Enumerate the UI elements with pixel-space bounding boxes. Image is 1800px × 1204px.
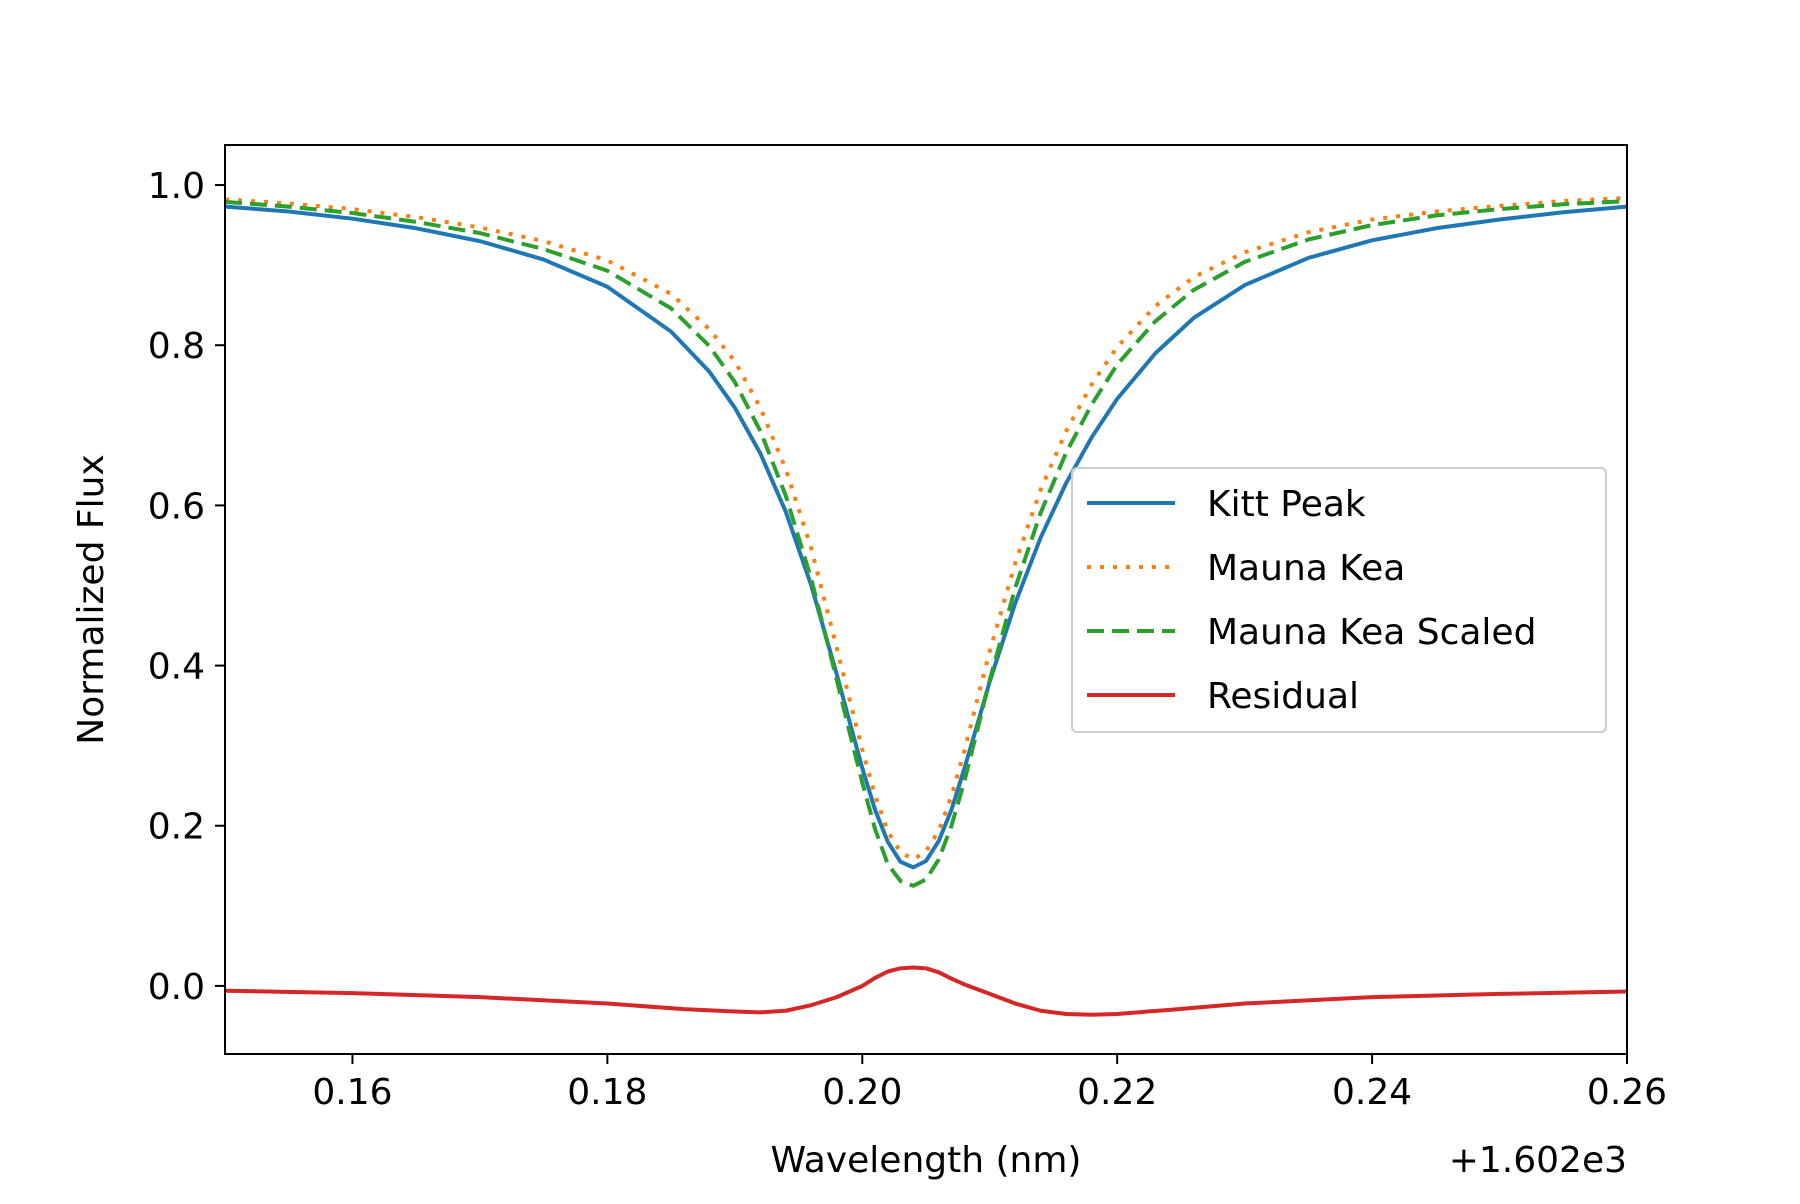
x-axis-label: Wavelength (nm) — [771, 1140, 1082, 1181]
series-layer — [225, 195, 1627, 1017]
legend-label-residual: Residual — [1207, 676, 1359, 717]
axes-frame — [224, 144, 1628, 1055]
y-tick-label: 0.0 — [148, 967, 205, 1008]
x-tick-label: 0.18 — [567, 1072, 647, 1113]
x-axis-offset-label: +1.602e3 — [1449, 1140, 1627, 1181]
x-axis: 0.16 0.18 0.20 0.22 0.24 0.26 — [312, 1054, 1667, 1113]
x-tick-label: 0.20 — [822, 1072, 902, 1113]
legend: Kitt Peak Mauna Kea Mauna Kea Scaled Residu… — [1071, 467, 1607, 733]
series-line-residual — [225, 965, 1627, 1017]
x-tick-label: 0.26 — [1587, 1072, 1667, 1113]
x-tick-label: 0.24 — [1332, 1072, 1412, 1113]
series-line-mauna-kea-scaled — [225, 199, 1627, 888]
y-axis: 0.0 0.2 0.4 0.6 0.8 1.0 — [148, 166, 225, 1008]
legend-label-mauna-kea-scaled: Mauna Kea Scaled — [1207, 612, 1536, 653]
x-tick-label: 0.22 — [1077, 1072, 1157, 1113]
y-tick-label: 0.4 — [148, 647, 205, 688]
series-line-kitt-peak — [225, 204, 1627, 870]
legend-label-kitt-peak: Kitt Peak — [1207, 484, 1366, 525]
x-tick-label: 0.16 — [312, 1072, 392, 1113]
y-axis-label: Normalized Flux — [71, 454, 112, 744]
y-tick-label: 0.6 — [148, 486, 205, 527]
y-tick-label: 1.0 — [148, 166, 205, 207]
series-line-mauna-kea — [225, 195, 1627, 862]
legend-box — [1071, 467, 1607, 733]
legend-label-mauna-kea: Mauna Kea — [1207, 548, 1405, 589]
y-tick-label: 0.8 — [148, 326, 205, 367]
y-tick-label: 0.2 — [148, 807, 205, 848]
